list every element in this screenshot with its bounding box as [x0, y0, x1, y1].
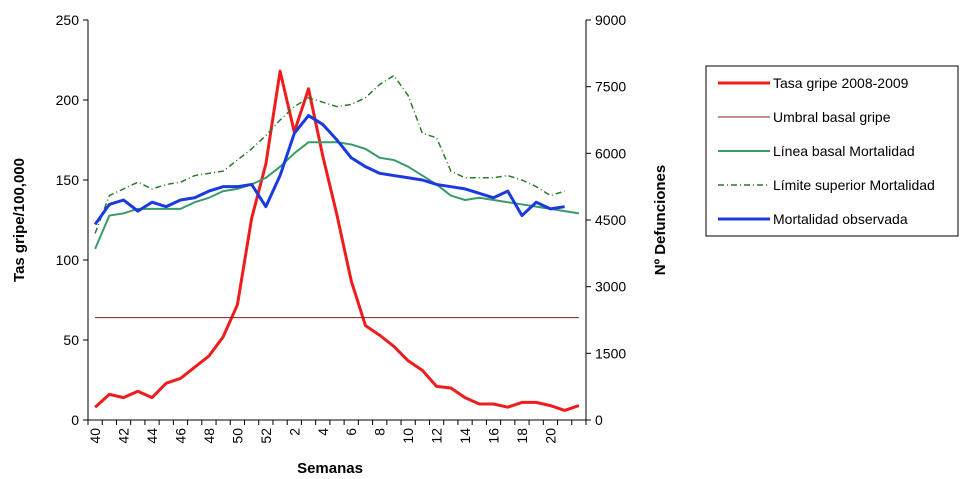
x-tick-label: 42	[116, 428, 132, 444]
y-tick-label: 150	[56, 172, 80, 188]
legend-label: Mortalidad observada	[773, 211, 908, 227]
legend-label: Línea basal Mortalidad	[773, 143, 915, 159]
x-tick-label: 50	[229, 428, 245, 444]
x-tick-label: 40	[87, 428, 103, 444]
series-line	[94, 69, 580, 412]
y2-tick-label: 4500	[595, 212, 626, 228]
series-line	[94, 74, 565, 234]
x-tick-label: 12	[429, 428, 445, 444]
x-tick-label: 8	[372, 428, 388, 436]
y2-tick-label: 1500	[595, 345, 626, 361]
x-tick-label: 48	[201, 428, 217, 444]
x-tick-label: 46	[172, 428, 188, 444]
legend-label: Límite superior Mortalidad	[773, 177, 935, 193]
x-tick-label: 16	[486, 428, 502, 444]
x-tick-label: 2	[286, 428, 302, 436]
x-axis-title: Semanas	[297, 460, 363, 477]
legend-label: Tasa gripe 2008-2009	[773, 75, 909, 91]
y2-axis-title: Nº Defunciones	[652, 165, 669, 276]
y2-tick-label: 7500	[595, 79, 626, 95]
x-tick-label: 20	[542, 428, 558, 444]
y2-tick-label: 0	[595, 412, 603, 428]
x-tick-label: 52	[258, 428, 274, 444]
y2-tick-label: 6000	[595, 145, 626, 161]
x-tick-label: 6	[343, 428, 359, 436]
y-tick-label: 50	[63, 332, 79, 348]
y-axis-title: Tas gripe/100,000	[11, 158, 28, 282]
y-tick-label: 100	[56, 252, 80, 268]
x-tick-label: 18	[514, 428, 530, 444]
legend-label: Umbral basal gripe	[773, 109, 891, 125]
x-tick-label: 4	[315, 428, 331, 436]
y2-tick-label: 3000	[595, 279, 626, 295]
y-tick-label: 200	[56, 92, 80, 108]
x-tick-label: 14	[457, 428, 473, 444]
y-tick-label: 0	[71, 412, 79, 428]
series-line	[93, 114, 565, 226]
series-line	[94, 141, 580, 250]
x-tick-label: 10	[400, 428, 416, 444]
y2-tick-label: 9000	[595, 12, 626, 28]
y-tick-label: 250	[56, 12, 80, 28]
x-tick-label: 44	[144, 428, 160, 444]
